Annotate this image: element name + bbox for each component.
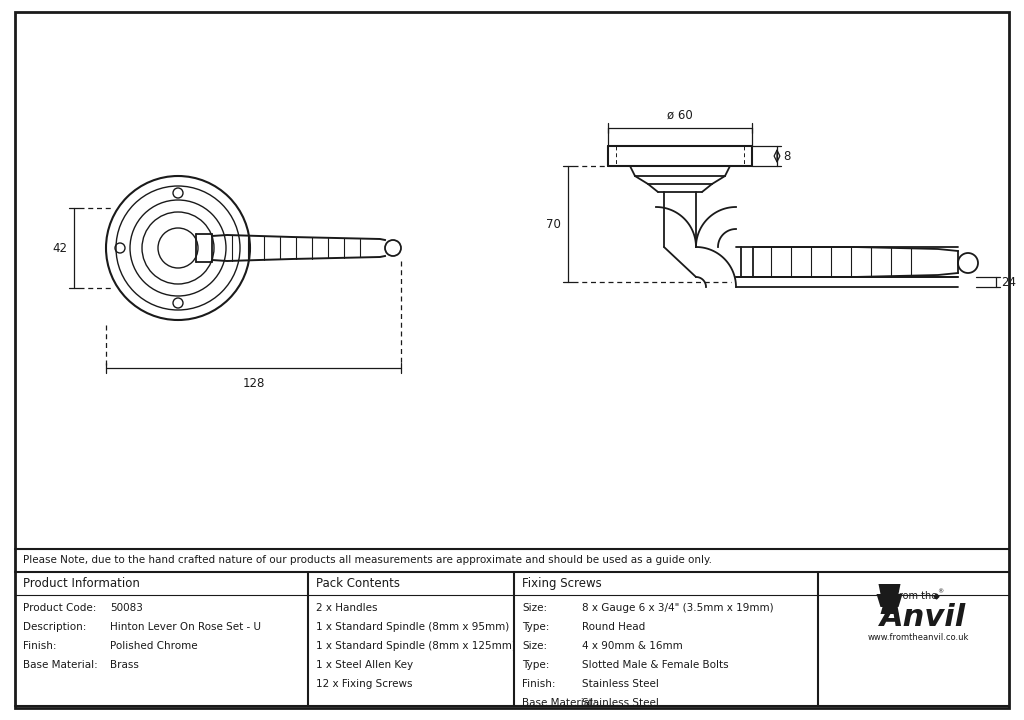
Text: 24: 24 — [1001, 276, 1016, 289]
Text: Brass: Brass — [110, 660, 139, 670]
Text: Product Information: Product Information — [23, 577, 140, 590]
Text: 12 x Fixing Screws: 12 x Fixing Screws — [316, 679, 413, 689]
Text: Finish:: Finish: — [522, 679, 555, 689]
Text: Please Note, due to the hand crafted nature of our products all measurements are: Please Note, due to the hand crafted nat… — [23, 555, 712, 565]
Text: Size:: Size: — [522, 603, 547, 613]
Text: Pack Contents: Pack Contents — [316, 577, 400, 590]
Text: Product Code:: Product Code: — [23, 603, 96, 613]
Text: 8: 8 — [783, 150, 791, 163]
Text: 4 x 90mm & 16mm: 4 x 90mm & 16mm — [582, 641, 683, 651]
Text: Fixing Screws: Fixing Screws — [522, 577, 602, 590]
Text: 1 x Standard Spindle (8mm x 95mm): 1 x Standard Spindle (8mm x 95mm) — [316, 622, 509, 632]
Text: 70: 70 — [546, 217, 561, 230]
Text: From the: From the — [894, 591, 937, 601]
Text: 50083: 50083 — [110, 603, 143, 613]
Text: ®: ® — [938, 590, 944, 595]
Text: 1 x Steel Allen Key: 1 x Steel Allen Key — [316, 660, 413, 670]
Text: 2 x Handles: 2 x Handles — [316, 603, 378, 613]
Text: Stainless Steel: Stainless Steel — [582, 679, 658, 689]
Text: Type:: Type: — [522, 660, 549, 670]
Text: Finish:: Finish: — [23, 641, 56, 651]
Text: Base Material:: Base Material: — [522, 698, 597, 708]
Text: Hinton Lever On Rose Set - U: Hinton Lever On Rose Set - U — [110, 622, 261, 632]
Text: Slotted Male & Female Bolts: Slotted Male & Female Bolts — [582, 660, 729, 670]
Polygon shape — [881, 607, 898, 614]
Text: 128: 128 — [243, 377, 264, 390]
Polygon shape — [877, 594, 902, 607]
Text: 42: 42 — [52, 241, 67, 254]
Text: 8 x Gauge 6 x 3/4" (3.5mm x 19mm): 8 x Gauge 6 x 3/4" (3.5mm x 19mm) — [582, 603, 773, 613]
Text: ø 60: ø 60 — [667, 109, 693, 122]
Polygon shape — [879, 584, 900, 594]
Text: Size:: Size: — [522, 641, 547, 651]
Text: Type:: Type: — [522, 622, 549, 632]
Text: Anvil: Anvil — [881, 603, 967, 631]
Text: 1 x Standard Spindle (8mm x 125mm): 1 x Standard Spindle (8mm x 125mm) — [316, 641, 516, 651]
Text: Round Head: Round Head — [582, 622, 645, 632]
Text: Stainless Steel: Stainless Steel — [582, 698, 658, 708]
Text: www.fromtheanvil.co.uk: www.fromtheanvil.co.uk — [867, 632, 969, 642]
Text: Description:: Description: — [23, 622, 86, 632]
Text: Base Material:: Base Material: — [23, 660, 97, 670]
Text: Polished Chrome: Polished Chrome — [110, 641, 198, 651]
